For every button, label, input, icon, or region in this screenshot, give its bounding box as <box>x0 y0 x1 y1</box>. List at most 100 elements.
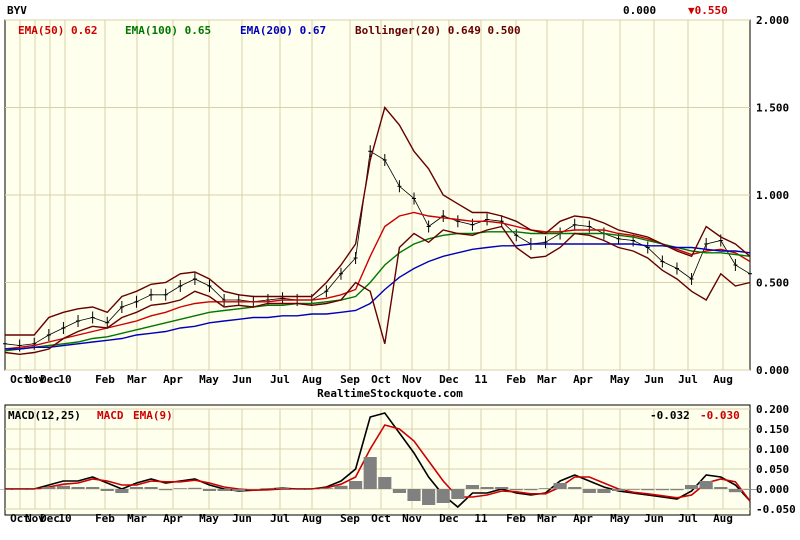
x-tick-label: Dec <box>439 373 459 386</box>
macd-histogram-bar <box>0 489 12 490</box>
x-tick-label: Apr <box>163 373 183 386</box>
macd-histogram-bar <box>684 485 699 489</box>
x-tick-label: May <box>199 373 219 386</box>
x-tick-label: Oct <box>371 512 391 525</box>
x-tick-label: Dec <box>40 373 60 386</box>
legend-ema50: EMA(50) 0.62 <box>18 24 97 37</box>
x-tick-label: Nov <box>25 373 45 386</box>
x-tick-label: Oct <box>371 373 391 386</box>
last-value: 0.000 <box>623 4 656 17</box>
macd-last-value: -0.032 <box>650 409 690 422</box>
macd-histogram-bar <box>465 485 480 489</box>
x-tick-label: Nov <box>402 512 422 525</box>
x-tick-label: Dec <box>439 512 459 525</box>
macd-histogram-bar <box>275 488 290 489</box>
x-tick-label: Nov <box>402 373 422 386</box>
x-tick-label: Jul <box>678 373 698 386</box>
macd-histogram-bar <box>86 487 100 489</box>
ema-100-line <box>4 231 751 352</box>
macd-histogram-bar <box>714 487 728 489</box>
price-series <box>3 106 752 356</box>
macd-histogram-bar <box>538 488 553 489</box>
x-tick-label: Apr <box>573 512 593 525</box>
y-tick-label: 1.000 <box>756 189 789 202</box>
y-tick-label: 1.500 <box>756 102 789 115</box>
x-tick-label: Apr <box>163 512 183 525</box>
x-tick-label: Nov <box>25 512 45 525</box>
macd-histogram-bar <box>232 489 246 491</box>
chart-title: BYV <box>7 4 27 17</box>
macd-histogram-bar <box>173 488 187 489</box>
y-tick-label: 0.050 <box>756 463 789 476</box>
macd-histogram-bar <box>71 487 85 489</box>
macd-histogram-bar <box>363 457 377 489</box>
y-tick-label: 2.000 <box>756 14 789 27</box>
macd-histogram-bar <box>641 489 655 491</box>
x-tick-label: Sep <box>340 512 360 525</box>
macd-histogram-bar <box>568 487 582 489</box>
x-tick-label: Mar <box>127 373 147 386</box>
macd-histogram-bar <box>611 489 626 491</box>
watermark: RealtimeStockquote.com <box>317 387 463 400</box>
legend-ema200: EMA(200) 0.67 <box>240 24 326 37</box>
x-tick-label: 10 <box>58 373 71 386</box>
x-tick-label: Jun <box>644 512 664 525</box>
macd-histogram-bar <box>261 488 275 489</box>
macd-histogram-bar <box>290 489 304 490</box>
macd-histogram-bar <box>319 488 333 489</box>
macd-histogram-bar <box>553 483 567 489</box>
x-tick-label: May <box>610 373 630 386</box>
macd-histogram-bar <box>582 489 596 493</box>
macd-histogram-bar <box>626 489 640 490</box>
x-tick-label: Apr <box>573 373 593 386</box>
x-tick-label: 11 <box>474 512 488 525</box>
macd-histogram-bar <box>480 487 494 489</box>
macd-histogram-bar <box>13 489 27 490</box>
macd-histogram-bar <box>202 489 217 491</box>
x-tick-label: Aug <box>302 373 322 386</box>
macd-histogram-bar <box>743 489 757 490</box>
macd-histogram-bar <box>246 489 260 490</box>
macd-histogram-bar <box>407 489 421 501</box>
ema-200-line <box>5 243 751 350</box>
x-tick-label: Oct <box>10 373 30 386</box>
x-tick-label: May <box>610 512 630 525</box>
macd-title: MACD(12,25) <box>8 409 81 422</box>
x-tick-label: Jul <box>270 512 290 525</box>
y-tick-label: 0.500 <box>756 277 789 290</box>
legend-bollinger: Bollinger(20) 0.649 0.500 <box>355 24 521 37</box>
x-tick-label: Sep <box>340 373 360 386</box>
macd-histogram-bar <box>334 485 348 489</box>
macd-histogram-bar <box>100 489 114 491</box>
macd-histogram-bar <box>42 487 56 489</box>
macd-legend-macd: MACD <box>97 409 124 422</box>
macd-histogram-bar <box>378 477 392 489</box>
y-tick-label: 0.000 <box>756 483 789 496</box>
macd-series <box>0 412 757 509</box>
macd-line <box>5 412 751 509</box>
x-tick-label: Aug <box>302 512 322 525</box>
bollinger-lower-line <box>4 225 751 356</box>
y-tick-label: 0.150 <box>756 423 789 436</box>
macd-histogram-bar <box>188 487 202 489</box>
x-tick-label: Feb <box>95 512 115 525</box>
x-tick-label: Dec <box>40 512 60 525</box>
macd-histogram-bar <box>451 489 465 499</box>
macd-histogram-bar <box>728 489 742 493</box>
macd-histogram-bar <box>349 481 363 489</box>
x-tick-label: Mar <box>127 512 147 525</box>
x-tick-label: Feb <box>95 373 115 386</box>
macd-y-axis: 0.200 0.150 0.100 0.050 0.000 -0.050 <box>756 403 796 516</box>
change-value: ▼0.550 <box>688 4 728 17</box>
ema-50-line <box>4 211 751 350</box>
x-tick-label: Aug <box>713 512 733 525</box>
macd-histogram-bar <box>115 489 129 493</box>
macd-legend-ema9: EMA(9) <box>133 409 173 422</box>
legend-ema100: EMA(100) 0.65 <box>125 24 211 37</box>
y-tick-label: -0.050 <box>756 503 796 516</box>
x-tick-label: Feb <box>506 373 526 386</box>
y-tick-label: 0.200 <box>756 403 789 416</box>
macd-histogram-bar <box>670 489 684 491</box>
macd-histogram-bar <box>144 487 158 489</box>
